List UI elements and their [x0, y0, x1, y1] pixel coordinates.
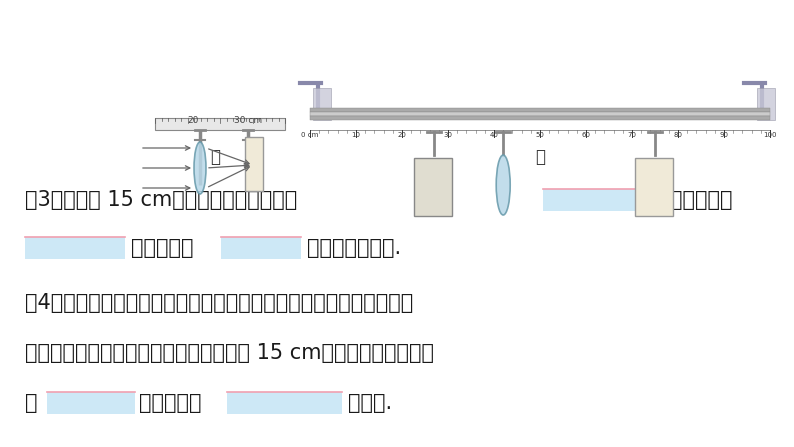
Text: 20: 20 — [398, 132, 407, 138]
Text: ，凸透镜成: ，凸透镜成 — [139, 393, 202, 413]
Ellipse shape — [496, 155, 511, 215]
Bar — [414, 158, 453, 216]
Text: 乙: 乙 — [535, 148, 545, 166]
Bar — [310, 116, 770, 120]
Bar — [310, 108, 770, 112]
Bar — [310, 112, 770, 116]
Text: 光屏上仍能呈现清晰的像，此时的像距为 15 cm，像距与焦距的关系: 光屏上仍能呈现清晰的像，此时的像距为 15 cm，像距与焦距的关系 — [25, 343, 434, 363]
Text: 为: 为 — [25, 393, 37, 413]
Bar — [245, 137, 263, 191]
Bar — [155, 118, 285, 130]
Bar — [227, 392, 342, 414]
Bar — [757, 88, 775, 120]
Ellipse shape — [194, 142, 206, 194]
Text: 10: 10 — [352, 132, 360, 138]
Text: 100: 100 — [763, 132, 777, 138]
Text: 70: 70 — [627, 132, 637, 138]
Text: （4）凸透镜成像中，光路可逆，所以将发光物体和光屏位置对调后，: （4）凸透镜成像中，光路可逆，所以将发光物体和光屏位置对调后， — [25, 293, 413, 313]
Text: 30 cm: 30 cm — [234, 116, 262, 125]
Text: 60: 60 — [581, 132, 591, 138]
Text: 的实像.: 的实像. — [348, 393, 392, 413]
Text: 甲: 甲 — [210, 148, 220, 166]
Text: 20: 20 — [187, 116, 198, 125]
Text: 80: 80 — [673, 132, 683, 138]
Text: 30: 30 — [444, 132, 453, 138]
Text: F: F — [430, 180, 438, 194]
Bar — [543, 189, 641, 211]
Text: ，此时凸透镜成: ，此时凸透镜成 — [645, 190, 733, 210]
Text: 的实像，和: 的实像，和 — [131, 238, 194, 258]
Bar — [47, 392, 135, 414]
Text: （3）物距为 15 cm，物距与焦距的关系为: （3）物距为 15 cm，物距与焦距的关系为 — [25, 190, 297, 210]
Bar — [221, 237, 301, 259]
Text: 90: 90 — [719, 132, 729, 138]
Text: 40: 40 — [490, 132, 499, 138]
Bar — [313, 88, 331, 120]
Text: 0 cm: 0 cm — [301, 132, 318, 138]
Bar — [635, 158, 673, 216]
Text: 的成像特点相同.: 的成像特点相同. — [307, 238, 401, 258]
Text: 50: 50 — [536, 132, 545, 138]
Bar — [25, 237, 125, 259]
